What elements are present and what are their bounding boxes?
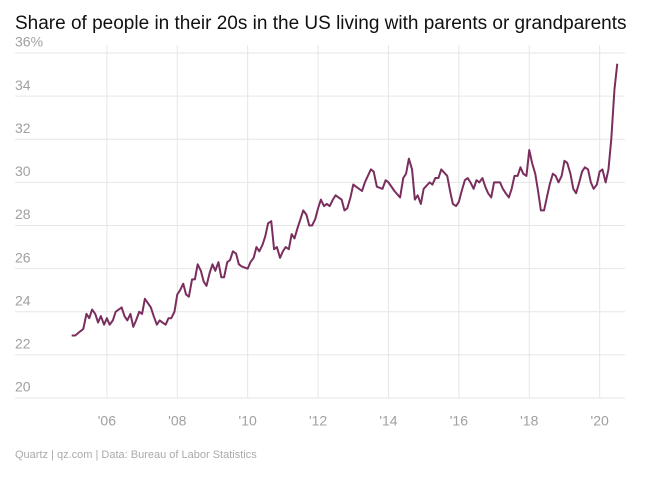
data-line xyxy=(71,63,619,337)
y-tick-label: 36% xyxy=(15,34,43,50)
y-tick-label: 22 xyxy=(15,336,31,352)
y-tick-label: 26 xyxy=(15,249,31,265)
y-tick-label: 34 xyxy=(15,77,31,93)
x-tick-label: '12 xyxy=(309,413,327,429)
x-tick-label: '06 xyxy=(98,413,116,429)
y-tick-label: 24 xyxy=(15,292,31,308)
y-tick-label: 30 xyxy=(15,163,31,179)
x-tick-label: '20 xyxy=(591,413,609,429)
x-tick-label: '14 xyxy=(379,413,397,429)
x-tick-label: '18 xyxy=(520,413,538,429)
y-tick-label: 32 xyxy=(15,120,31,136)
x-tick-label: '16 xyxy=(450,413,468,429)
source: Quartz | qz.com | Data: Bureau of Labor … xyxy=(15,449,257,461)
chart-title: Share of people in their 20s in the US l… xyxy=(15,13,627,34)
x-tick-label: '08 xyxy=(168,413,186,429)
y-tick-label: 20 xyxy=(15,379,31,395)
y-tick-label: 28 xyxy=(15,206,31,222)
x-tick-label: '10 xyxy=(239,413,257,429)
